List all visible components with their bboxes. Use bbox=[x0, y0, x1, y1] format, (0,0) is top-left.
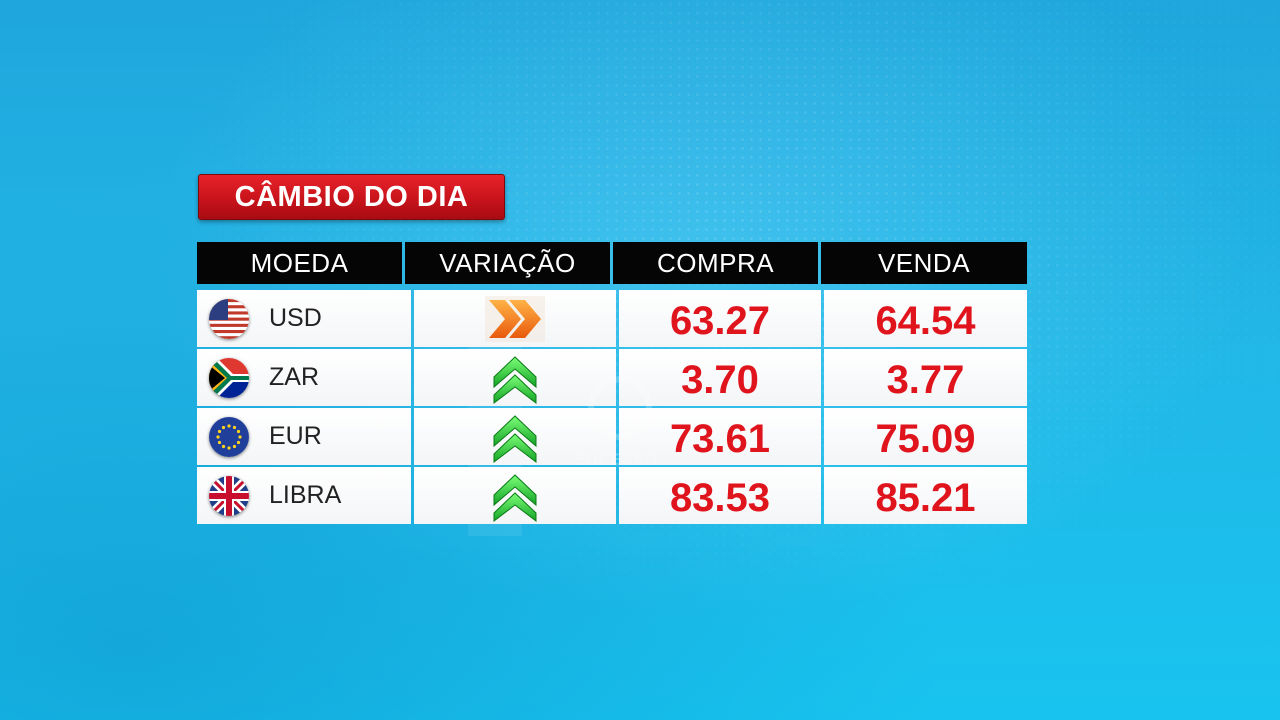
compra-value: 63.27 bbox=[619, 290, 821, 347]
header-venda: VENDA bbox=[821, 242, 1027, 284]
variation-cell bbox=[414, 408, 616, 465]
eu-flag-icon bbox=[209, 416, 249, 457]
us-flag-icon bbox=[209, 298, 249, 339]
stable-arrow-icon bbox=[485, 295, 545, 342]
venda-value: 64.54 bbox=[824, 290, 1027, 347]
currency-cell: USD bbox=[197, 290, 411, 347]
venda-value: 85.21 bbox=[824, 467, 1027, 524]
compra-value: 73.61 bbox=[619, 408, 821, 465]
compra-value: 83.53 bbox=[619, 467, 821, 524]
exchange-rate-table: MOEDA VARIAÇÃO COMPRA VENDA USD bbox=[197, 242, 1027, 526]
variation-cell bbox=[414, 467, 616, 524]
uk-flag-icon bbox=[209, 475, 249, 516]
table-header-row: MOEDA VARIAÇÃO COMPRA VENDA bbox=[197, 242, 1027, 284]
up-arrow-icon bbox=[493, 414, 537, 463]
table-row-zar: ZAR 3.70 3.77 bbox=[197, 349, 1027, 406]
header-moeda: MOEDA bbox=[197, 242, 402, 284]
currency-code: USD bbox=[269, 304, 322, 332]
currency-cell: LIBRA bbox=[197, 467, 411, 524]
compra-value: 3.70 bbox=[619, 349, 821, 406]
variation-cell bbox=[414, 349, 616, 406]
currency-cell: ZAR bbox=[197, 349, 411, 406]
currency-code: ZAR bbox=[269, 363, 319, 391]
variation-cell bbox=[414, 290, 616, 347]
header-variacao: VARIAÇÃO bbox=[405, 242, 610, 284]
currency-code: EUR bbox=[269, 422, 322, 450]
table-row-usd: USD 63.27 64.54 bbox=[197, 290, 1027, 347]
venda-value: 75.09 bbox=[824, 408, 1027, 465]
title-banner: CÂMBIO DO DIA bbox=[198, 174, 505, 220]
watermark-text: SUCESSO bbox=[574, 450, 658, 469]
watermark-logo-icon bbox=[588, 376, 652, 440]
venda-value: 3.77 bbox=[824, 349, 1027, 406]
up-arrow-icon bbox=[493, 355, 537, 404]
table-row-libra: LIBRA 83.53 85.21 bbox=[197, 467, 1027, 524]
header-compra: COMPRA bbox=[613, 242, 818, 284]
currency-cell: EUR bbox=[197, 408, 411, 465]
up-arrow-icon bbox=[493, 473, 537, 522]
channel-watermark: SUCESSO bbox=[566, 362, 666, 472]
page-title: CÂMBIO DO DIA bbox=[234, 180, 469, 213]
za-flag-icon bbox=[209, 357, 249, 398]
currency-code: LIBRA bbox=[269, 481, 342, 509]
table-row-eur: EUR 73.61 75.09 bbox=[197, 408, 1027, 465]
